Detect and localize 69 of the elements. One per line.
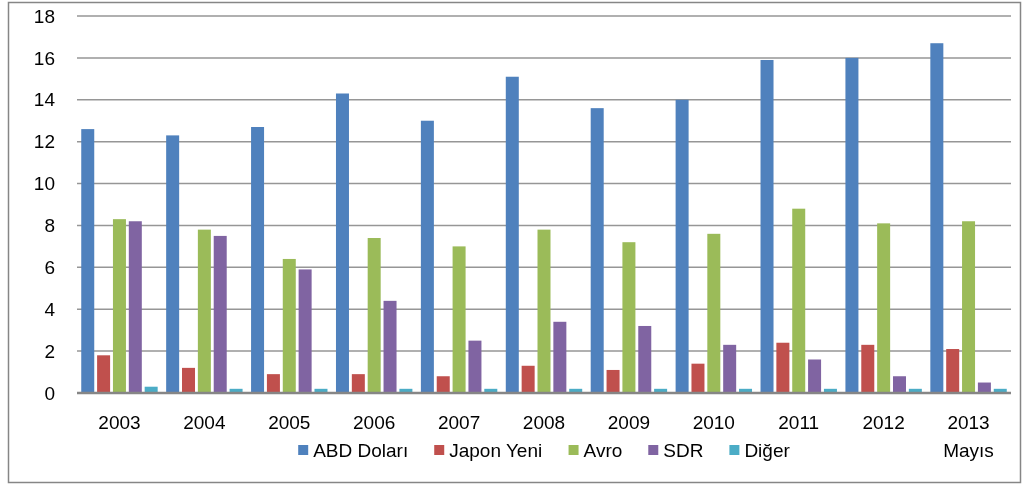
y-tick-label: 6 bbox=[44, 256, 55, 278]
bar bbox=[553, 321, 567, 393]
bar bbox=[266, 374, 280, 393]
bar bbox=[946, 349, 960, 393]
legend-label: SDR bbox=[663, 439, 704, 461]
bar bbox=[675, 99, 689, 393]
x-tick-label: 2007 bbox=[437, 411, 481, 433]
bar bbox=[877, 223, 891, 393]
legend-label: Diğer bbox=[744, 439, 791, 461]
x-tick-label: 2010 bbox=[692, 411, 735, 433]
bar bbox=[351, 374, 365, 393]
bar bbox=[521, 365, 535, 393]
y-tick-label: 8 bbox=[44, 215, 55, 237]
bar bbox=[298, 269, 312, 393]
bar bbox=[537, 229, 551, 393]
bar bbox=[892, 376, 906, 393]
x-tick-label: 2004 bbox=[183, 411, 226, 433]
bar bbox=[383, 300, 397, 393]
bar bbox=[590, 108, 604, 393]
y-tick-label: 2 bbox=[44, 340, 55, 362]
bar bbox=[622, 242, 636, 393]
x-tick-label: 2011 bbox=[778, 411, 820, 433]
bar bbox=[792, 208, 806, 393]
bar bbox=[606, 369, 620, 393]
bar bbox=[128, 221, 142, 393]
x-tick-label: 2009 bbox=[607, 411, 651, 433]
bar bbox=[452, 246, 466, 393]
legend-label: Japon Yeni bbox=[449, 439, 543, 461]
bar bbox=[282, 258, 296, 393]
bar bbox=[112, 219, 126, 393]
x-tick-label: 2005 bbox=[268, 411, 311, 433]
bar bbox=[505, 76, 519, 393]
y-tick-label: 14 bbox=[33, 89, 56, 111]
y-tick-label: 12 bbox=[33, 131, 55, 153]
bar bbox=[776, 342, 790, 393]
x-tick-label: 2006 bbox=[353, 411, 396, 433]
bar bbox=[335, 93, 349, 393]
y-tick-label: 16 bbox=[33, 47, 55, 69]
bar bbox=[213, 235, 227, 393]
y-tick-label: 0 bbox=[44, 382, 55, 404]
x-tick-label: 2012 bbox=[862, 411, 905, 433]
bar bbox=[861, 344, 875, 393]
y-tick-label: 4 bbox=[44, 298, 56, 320]
bar bbox=[166, 135, 180, 393]
bar bbox=[808, 359, 822, 393]
bar bbox=[962, 221, 976, 393]
bar bbox=[97, 355, 111, 393]
bar bbox=[707, 233, 721, 393]
bar bbox=[723, 344, 737, 393]
bar bbox=[251, 127, 265, 393]
bar bbox=[930, 43, 944, 393]
y-tick-label: 10 bbox=[33, 173, 55, 195]
bar bbox=[367, 238, 381, 393]
x-tick-label: 2013 Mayıs bbox=[943, 411, 994, 461]
legend-label: Avro bbox=[583, 439, 623, 461]
bar bbox=[638, 325, 652, 393]
bar bbox=[182, 367, 196, 393]
bar bbox=[468, 340, 482, 393]
x-tick-label: 2003 bbox=[98, 411, 141, 433]
y-tick-label: 18 bbox=[33, 5, 55, 27]
bar bbox=[760, 59, 774, 393]
bar bbox=[436, 376, 450, 393]
bar bbox=[81, 129, 95, 393]
legend-label: ABD Doları bbox=[313, 439, 409, 461]
x-tick-label: 2008 bbox=[522, 411, 566, 433]
bar bbox=[691, 363, 705, 393]
bar bbox=[197, 229, 211, 393]
bar bbox=[845, 57, 859, 393]
bar bbox=[420, 120, 434, 393]
